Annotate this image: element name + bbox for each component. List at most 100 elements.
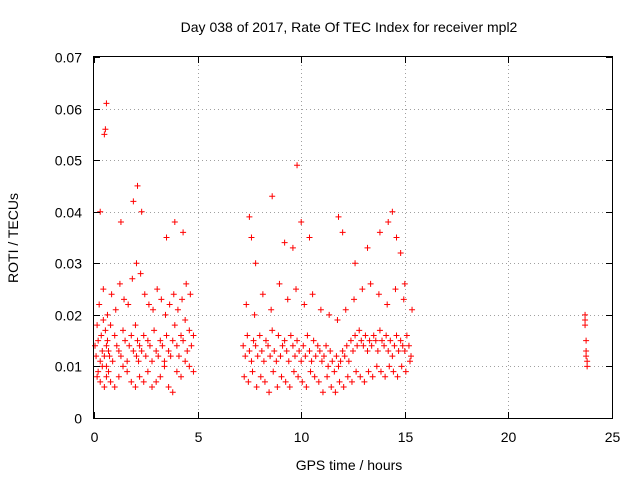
data-point bbox=[149, 384, 156, 391]
data-point bbox=[379, 337, 386, 344]
data-point bbox=[180, 337, 187, 344]
data-point bbox=[187, 291, 194, 298]
data-point bbox=[182, 317, 189, 324]
data-point bbox=[290, 368, 297, 375]
data-point bbox=[128, 378, 135, 385]
data-point bbox=[95, 337, 102, 344]
data-point bbox=[130, 347, 137, 354]
data-point bbox=[352, 332, 359, 339]
data-point bbox=[281, 337, 288, 344]
data-point bbox=[345, 358, 352, 365]
data-point bbox=[384, 301, 391, 308]
x-tick-label: 15 bbox=[398, 429, 414, 445]
data-point bbox=[120, 327, 127, 334]
data-point bbox=[253, 384, 260, 391]
data-point bbox=[296, 347, 303, 354]
data-point bbox=[347, 337, 354, 344]
data-point bbox=[186, 363, 193, 370]
data-point bbox=[302, 353, 309, 360]
y-tick-label: 0 bbox=[74, 411, 82, 427]
data-point bbox=[171, 322, 178, 329]
data-point bbox=[354, 342, 361, 349]
data-point bbox=[180, 229, 187, 236]
data-point bbox=[106, 353, 113, 360]
data-point bbox=[95, 368, 102, 375]
data-point bbox=[173, 342, 180, 349]
data-point bbox=[150, 306, 157, 313]
data-point bbox=[190, 332, 197, 339]
data-point bbox=[133, 260, 140, 267]
x-tick-label: 0 bbox=[91, 429, 99, 445]
data-point bbox=[154, 286, 161, 293]
data-point bbox=[314, 342, 321, 349]
data-point bbox=[248, 358, 255, 365]
data-point bbox=[134, 337, 141, 344]
data-point bbox=[116, 280, 123, 287]
data-point bbox=[582, 317, 589, 324]
data-point bbox=[117, 219, 124, 226]
data-point bbox=[394, 373, 401, 380]
data-point bbox=[328, 384, 335, 391]
data-point bbox=[94, 322, 101, 329]
data-point bbox=[339, 347, 346, 354]
data-point bbox=[393, 332, 400, 339]
data-point bbox=[336, 378, 343, 385]
data-point bbox=[398, 363, 405, 370]
data-point bbox=[125, 301, 132, 308]
data-point bbox=[249, 368, 256, 375]
data-point bbox=[161, 358, 168, 365]
data-point bbox=[117, 353, 124, 360]
data-point bbox=[243, 301, 250, 308]
data-point bbox=[107, 378, 114, 385]
data-point bbox=[256, 332, 263, 339]
data-point bbox=[395, 347, 402, 354]
data-point bbox=[382, 373, 389, 380]
data-point bbox=[138, 347, 145, 354]
data-point bbox=[126, 342, 133, 349]
data-point bbox=[357, 373, 364, 380]
data-point bbox=[115, 373, 122, 380]
axis-ticks bbox=[94, 57, 613, 419]
data-point bbox=[295, 373, 302, 380]
data-point bbox=[184, 347, 191, 354]
data-point bbox=[173, 368, 180, 375]
data-point bbox=[257, 373, 264, 380]
data-point bbox=[153, 378, 160, 385]
data-point bbox=[265, 342, 272, 349]
data-point bbox=[269, 193, 276, 200]
data-point bbox=[309, 291, 316, 298]
data-point bbox=[242, 353, 249, 360]
data-point bbox=[370, 332, 377, 339]
data-point bbox=[99, 363, 106, 370]
x-tick-label: 5 bbox=[195, 429, 203, 445]
data-point bbox=[244, 332, 251, 339]
data-point bbox=[332, 389, 339, 396]
data-point bbox=[102, 126, 109, 133]
data-point bbox=[190, 368, 197, 375]
data-point bbox=[351, 296, 358, 303]
data-point bbox=[267, 353, 274, 360]
data-point bbox=[133, 353, 140, 360]
data-point bbox=[169, 337, 176, 344]
data-point bbox=[366, 337, 373, 344]
data-point bbox=[334, 317, 341, 324]
data-point bbox=[115, 347, 122, 354]
data-point bbox=[329, 358, 336, 365]
data-point bbox=[161, 363, 168, 370]
data-point bbox=[273, 358, 280, 365]
data-point bbox=[306, 234, 313, 241]
data-point bbox=[178, 332, 185, 339]
data-point bbox=[367, 280, 374, 287]
data-point bbox=[289, 244, 296, 251]
data-point bbox=[392, 286, 399, 293]
data-point bbox=[285, 358, 292, 365]
data-point bbox=[286, 384, 293, 391]
data-points bbox=[92, 100, 591, 396]
data-point bbox=[372, 337, 379, 344]
data-point bbox=[245, 378, 252, 385]
data-point bbox=[103, 342, 110, 349]
data-point bbox=[335, 213, 342, 220]
data-point bbox=[246, 347, 253, 354]
data-point bbox=[386, 363, 393, 370]
